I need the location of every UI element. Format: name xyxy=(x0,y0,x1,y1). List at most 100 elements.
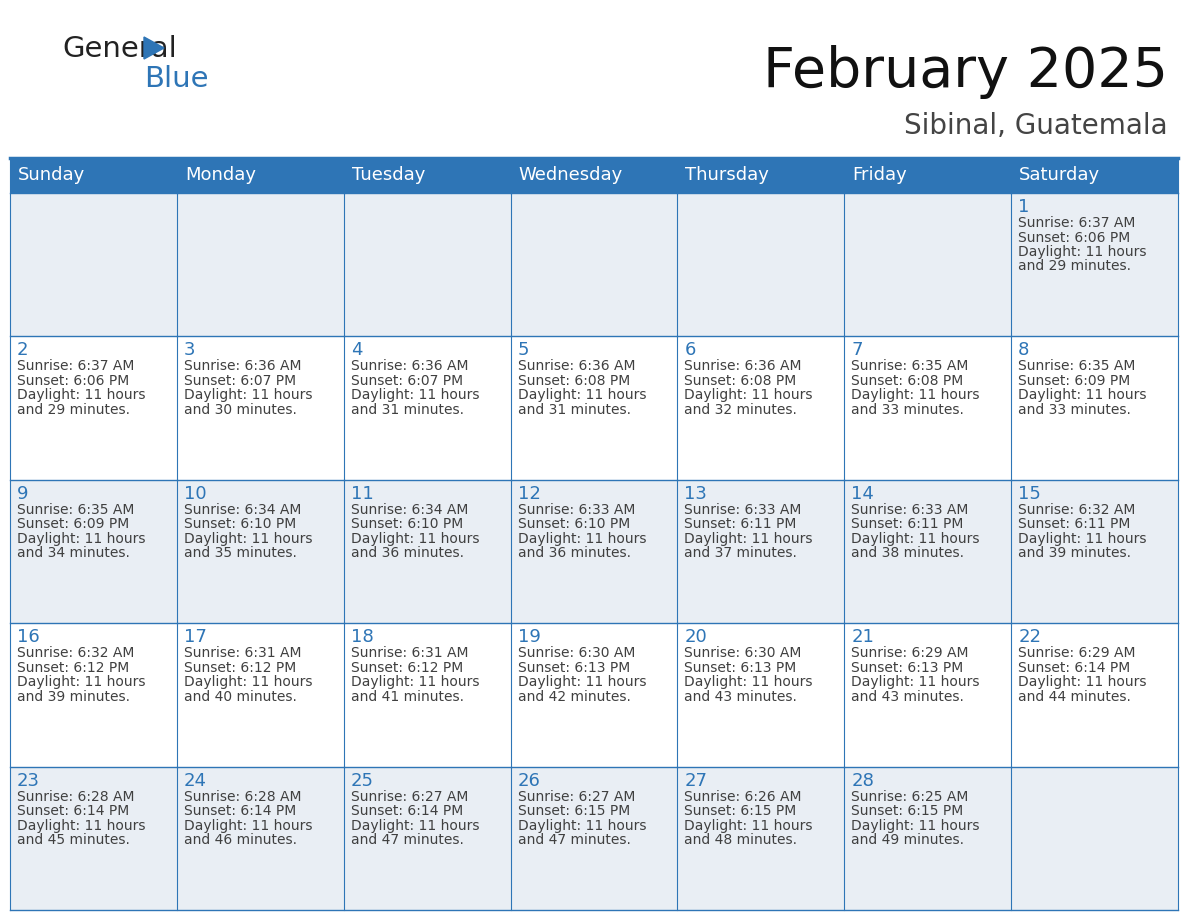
Text: 3: 3 xyxy=(184,341,195,360)
Text: Sunset: 6:15 PM: Sunset: 6:15 PM xyxy=(684,804,797,818)
Text: Sunrise: 6:33 AM: Sunrise: 6:33 AM xyxy=(852,503,968,517)
Text: and 47 minutes.: and 47 minutes. xyxy=(518,834,631,847)
Text: and 48 minutes.: and 48 minutes. xyxy=(684,834,797,847)
Text: Daylight: 11 hours: Daylight: 11 hours xyxy=(518,676,646,689)
Text: Sunrise: 6:35 AM: Sunrise: 6:35 AM xyxy=(17,503,134,517)
Text: Daylight: 11 hours: Daylight: 11 hours xyxy=(184,819,312,833)
Text: Sunrise: 6:31 AM: Sunrise: 6:31 AM xyxy=(184,646,302,660)
Text: Wednesday: Wednesday xyxy=(519,166,623,185)
Text: 20: 20 xyxy=(684,628,707,646)
Text: Sunrise: 6:27 AM: Sunrise: 6:27 AM xyxy=(350,789,468,803)
Text: and 35 minutes.: and 35 minutes. xyxy=(184,546,297,560)
Bar xyxy=(10,336,177,480)
Text: Sunrise: 6:29 AM: Sunrise: 6:29 AM xyxy=(852,646,968,660)
Text: Daylight: 11 hours: Daylight: 11 hours xyxy=(17,676,145,689)
Text: Sunset: 6:12 PM: Sunset: 6:12 PM xyxy=(184,661,296,675)
Text: 28: 28 xyxy=(852,772,874,789)
Bar xyxy=(343,193,511,336)
Bar xyxy=(10,193,177,336)
Text: Sunrise: 6:30 AM: Sunrise: 6:30 AM xyxy=(518,646,634,660)
Text: Sunset: 6:15 PM: Sunset: 6:15 PM xyxy=(518,804,630,818)
Text: Sunset: 6:13 PM: Sunset: 6:13 PM xyxy=(518,661,630,675)
Polygon shape xyxy=(144,37,164,59)
Bar xyxy=(177,623,343,767)
Text: Sunrise: 6:26 AM: Sunrise: 6:26 AM xyxy=(684,789,802,803)
Text: Sunset: 6:13 PM: Sunset: 6:13 PM xyxy=(852,661,963,675)
Text: Sunset: 6:08 PM: Sunset: 6:08 PM xyxy=(684,374,797,388)
Bar xyxy=(511,767,677,910)
Text: Daylight: 11 hours: Daylight: 11 hours xyxy=(852,388,980,402)
Bar xyxy=(677,480,845,623)
Text: Sunrise: 6:28 AM: Sunrise: 6:28 AM xyxy=(184,789,302,803)
Text: 22: 22 xyxy=(1018,628,1041,646)
Text: Sunrise: 6:37 AM: Sunrise: 6:37 AM xyxy=(17,360,134,374)
Text: Sunrise: 6:31 AM: Sunrise: 6:31 AM xyxy=(350,646,468,660)
Text: Daylight: 11 hours: Daylight: 11 hours xyxy=(1018,388,1146,402)
Bar xyxy=(677,193,845,336)
Text: Sunrise: 6:36 AM: Sunrise: 6:36 AM xyxy=(184,360,302,374)
Text: Daylight: 11 hours: Daylight: 11 hours xyxy=(17,819,145,833)
Text: Daylight: 11 hours: Daylight: 11 hours xyxy=(684,532,813,546)
Text: Sunset: 6:11 PM: Sunset: 6:11 PM xyxy=(1018,518,1131,532)
Text: Sunset: 6:11 PM: Sunset: 6:11 PM xyxy=(852,518,963,532)
Text: 15: 15 xyxy=(1018,485,1041,503)
Text: Sunrise: 6:36 AM: Sunrise: 6:36 AM xyxy=(684,360,802,374)
Text: Sunrise: 6:35 AM: Sunrise: 6:35 AM xyxy=(852,360,968,374)
Text: Daylight: 11 hours: Daylight: 11 hours xyxy=(1018,532,1146,546)
Bar xyxy=(511,336,677,480)
Text: and 40 minutes.: and 40 minutes. xyxy=(184,689,297,704)
Bar xyxy=(511,480,677,623)
Text: and 32 minutes.: and 32 minutes. xyxy=(684,403,797,417)
Text: and 33 minutes.: and 33 minutes. xyxy=(852,403,965,417)
Text: Saturday: Saturday xyxy=(1019,166,1100,185)
Text: 21: 21 xyxy=(852,628,874,646)
Text: Sunset: 6:10 PM: Sunset: 6:10 PM xyxy=(184,518,296,532)
Text: 4: 4 xyxy=(350,341,362,360)
Text: Friday: Friday xyxy=(852,166,906,185)
Text: 8: 8 xyxy=(1018,341,1030,360)
Text: and 31 minutes.: and 31 minutes. xyxy=(350,403,463,417)
Text: Sunset: 6:12 PM: Sunset: 6:12 PM xyxy=(17,661,129,675)
Text: Sunset: 6:09 PM: Sunset: 6:09 PM xyxy=(1018,374,1131,388)
Bar xyxy=(343,480,511,623)
Text: Daylight: 11 hours: Daylight: 11 hours xyxy=(1018,245,1146,259)
Text: Sunset: 6:10 PM: Sunset: 6:10 PM xyxy=(350,518,463,532)
Text: Daylight: 11 hours: Daylight: 11 hours xyxy=(852,819,980,833)
Text: Sunset: 6:08 PM: Sunset: 6:08 PM xyxy=(852,374,963,388)
Text: Sunset: 6:14 PM: Sunset: 6:14 PM xyxy=(184,804,296,818)
Bar xyxy=(177,193,343,336)
Text: Daylight: 11 hours: Daylight: 11 hours xyxy=(518,388,646,402)
Text: and 45 minutes.: and 45 minutes. xyxy=(17,834,129,847)
Text: Daylight: 11 hours: Daylight: 11 hours xyxy=(184,388,312,402)
Text: Daylight: 11 hours: Daylight: 11 hours xyxy=(350,819,479,833)
Bar xyxy=(677,623,845,767)
Text: Sunset: 6:14 PM: Sunset: 6:14 PM xyxy=(17,804,129,818)
Bar xyxy=(845,480,1011,623)
Text: 16: 16 xyxy=(17,628,39,646)
Bar xyxy=(10,623,177,767)
Text: 24: 24 xyxy=(184,772,207,789)
Bar xyxy=(343,767,511,910)
Text: Sunrise: 6:30 AM: Sunrise: 6:30 AM xyxy=(684,646,802,660)
Text: Daylight: 11 hours: Daylight: 11 hours xyxy=(518,819,646,833)
Text: and 43 minutes.: and 43 minutes. xyxy=(852,689,965,704)
Bar xyxy=(1011,193,1178,336)
Bar xyxy=(845,623,1011,767)
Text: and 41 minutes.: and 41 minutes. xyxy=(350,689,463,704)
Text: Sunset: 6:07 PM: Sunset: 6:07 PM xyxy=(184,374,296,388)
Text: 1: 1 xyxy=(1018,198,1030,216)
Text: Daylight: 11 hours: Daylight: 11 hours xyxy=(350,676,479,689)
Text: Sibinal, Guatemala: Sibinal, Guatemala xyxy=(904,112,1168,140)
Text: Daylight: 11 hours: Daylight: 11 hours xyxy=(17,388,145,402)
Text: Sunset: 6:10 PM: Sunset: 6:10 PM xyxy=(518,518,630,532)
Text: and 29 minutes.: and 29 minutes. xyxy=(1018,260,1131,274)
Text: General: General xyxy=(62,35,177,63)
Bar xyxy=(1011,480,1178,623)
Text: Sunset: 6:14 PM: Sunset: 6:14 PM xyxy=(350,804,463,818)
Text: 6: 6 xyxy=(684,341,696,360)
Text: Blue: Blue xyxy=(144,65,209,93)
Text: 7: 7 xyxy=(852,341,862,360)
Text: Sunset: 6:07 PM: Sunset: 6:07 PM xyxy=(350,374,463,388)
Text: Daylight: 11 hours: Daylight: 11 hours xyxy=(684,676,813,689)
Text: Sunrise: 6:32 AM: Sunrise: 6:32 AM xyxy=(17,646,134,660)
